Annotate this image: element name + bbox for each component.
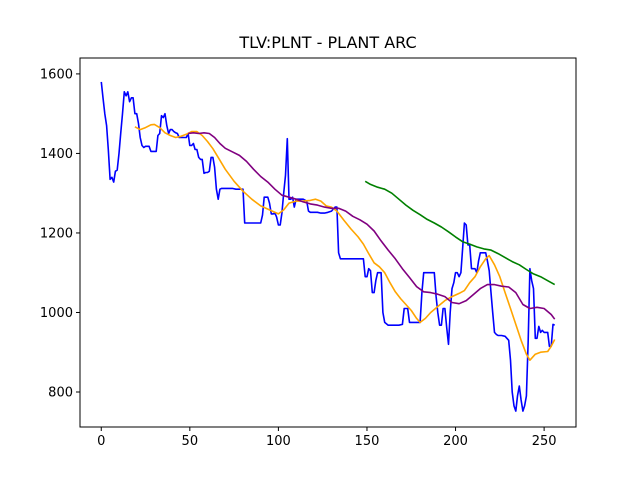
y-tick-label: 1600 bbox=[40, 67, 73, 82]
series-line-2 bbox=[134, 123, 556, 362]
y-tick-label: 800 bbox=[48, 386, 73, 401]
series-line-3 bbox=[187, 132, 556, 320]
x-tick-label: 0 bbox=[97, 434, 105, 449]
y-tick-label: 1200 bbox=[40, 226, 73, 241]
y-tick-label: 1400 bbox=[40, 147, 73, 162]
x-tick-label: 250 bbox=[532, 434, 557, 449]
y-axis: 800 1000 1200 1400 1600 bbox=[40, 67, 80, 401]
x-axis: 0 50 100 150 200 250 bbox=[97, 427, 557, 449]
x-tick-label: 200 bbox=[443, 434, 468, 449]
series-line-4 bbox=[364, 180, 556, 286]
chart-title: TLV:PLNT - PLANT ARC bbox=[238, 33, 416, 52]
series-line-1 bbox=[100, 81, 556, 412]
x-tick-label: 100 bbox=[266, 434, 291, 449]
x-tick-label: 150 bbox=[355, 434, 380, 449]
x-tick-label: 50 bbox=[182, 434, 199, 449]
series-layer bbox=[100, 81, 556, 412]
plot-frame bbox=[79, 57, 577, 428]
y-tick-label: 1000 bbox=[40, 306, 73, 321]
